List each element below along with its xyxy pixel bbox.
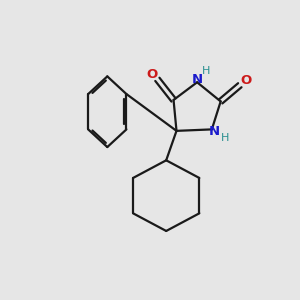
Text: N: N bbox=[208, 125, 220, 138]
Text: O: O bbox=[146, 68, 158, 80]
Text: N: N bbox=[191, 74, 203, 86]
Text: O: O bbox=[240, 74, 251, 87]
Text: H: H bbox=[202, 66, 210, 76]
Text: H: H bbox=[221, 133, 229, 143]
